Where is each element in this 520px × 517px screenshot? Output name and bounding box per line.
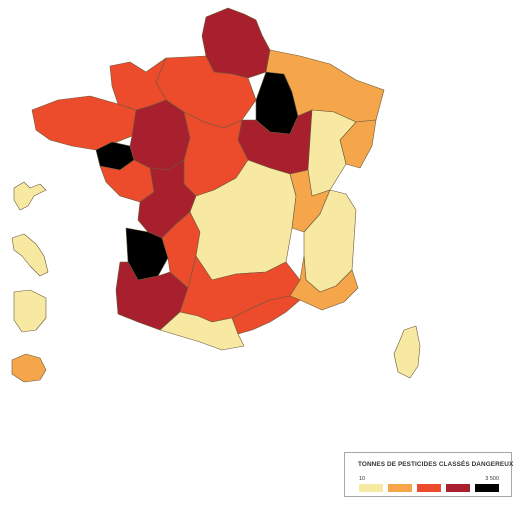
region-languedoc[interactable] (231, 295, 301, 335)
region-martinique[interactable] (11, 233, 49, 277)
legend-min-label: 10 (359, 476, 366, 482)
region-franche-comte[interactable] (307, 109, 357, 197)
region-corse[interactable] (393, 325, 421, 379)
legend-max-label: 3 500 (485, 476, 499, 482)
legend-swatch-3 (417, 484, 441, 492)
region-bretagne[interactable] (31, 95, 137, 151)
legend-swatch-4 (446, 484, 470, 492)
legend-swatch-2 (388, 484, 412, 492)
region-pays-de-loire[interactable] (129, 99, 191, 171)
legend-scale (359, 484, 499, 492)
legend-box: TONNES DE PESTICIDES CLASSÉS DANGEREUX 1… (344, 452, 514, 497)
region-guadeloupe[interactable] (13, 181, 47, 211)
legend-swatch-1 (359, 484, 383, 492)
legend-title: TONNES DE PESTICIDES CLASSÉS DANGEREUX (358, 461, 514, 468)
region-pyrenees[interactable] (159, 311, 245, 351)
legend-swatch-5 (475, 484, 499, 492)
region-reunion[interactable] (11, 353, 47, 383)
region-massif-central[interactable] (189, 159, 297, 281)
region-nord[interactable] (201, 7, 271, 79)
region-guyane[interactable] (13, 289, 47, 333)
